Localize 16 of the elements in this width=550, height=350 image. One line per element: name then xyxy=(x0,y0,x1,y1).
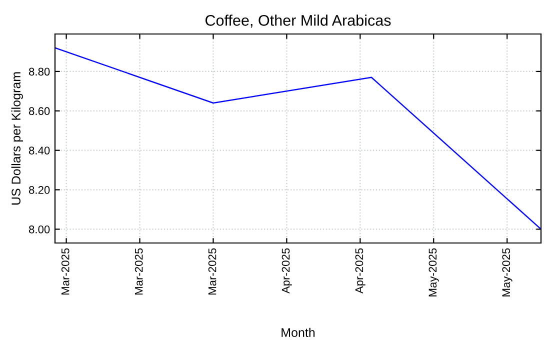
x-tick-label: Mar-2025 xyxy=(61,248,70,294)
x-tick-label: Apr-2025 xyxy=(282,248,292,294)
y-tick-label: 8.00 xyxy=(29,225,50,234)
y-tick-label: 8.80 xyxy=(29,68,50,76)
y-tick-label: 8.20 xyxy=(29,186,50,194)
x-tick-label: Mar-2025 xyxy=(134,248,143,294)
y-axis-title: US Dollars per Kilogram xyxy=(11,72,23,205)
chart-title: Coffee, Other Mild Arabicas xyxy=(206,14,391,28)
x-tick-label: Apr-2025 xyxy=(355,248,366,294)
x-axis-title: Month xyxy=(282,328,315,338)
line-series xyxy=(55,47,541,230)
x-tick-label: May-2025 xyxy=(428,248,439,296)
x-tick-label: Mar-2025 xyxy=(208,248,216,294)
y-tick-label: 8.60 xyxy=(29,107,50,116)
x-tick-label: May-2025 xyxy=(502,248,512,296)
y-tick-label: 8.40 xyxy=(29,146,50,154)
